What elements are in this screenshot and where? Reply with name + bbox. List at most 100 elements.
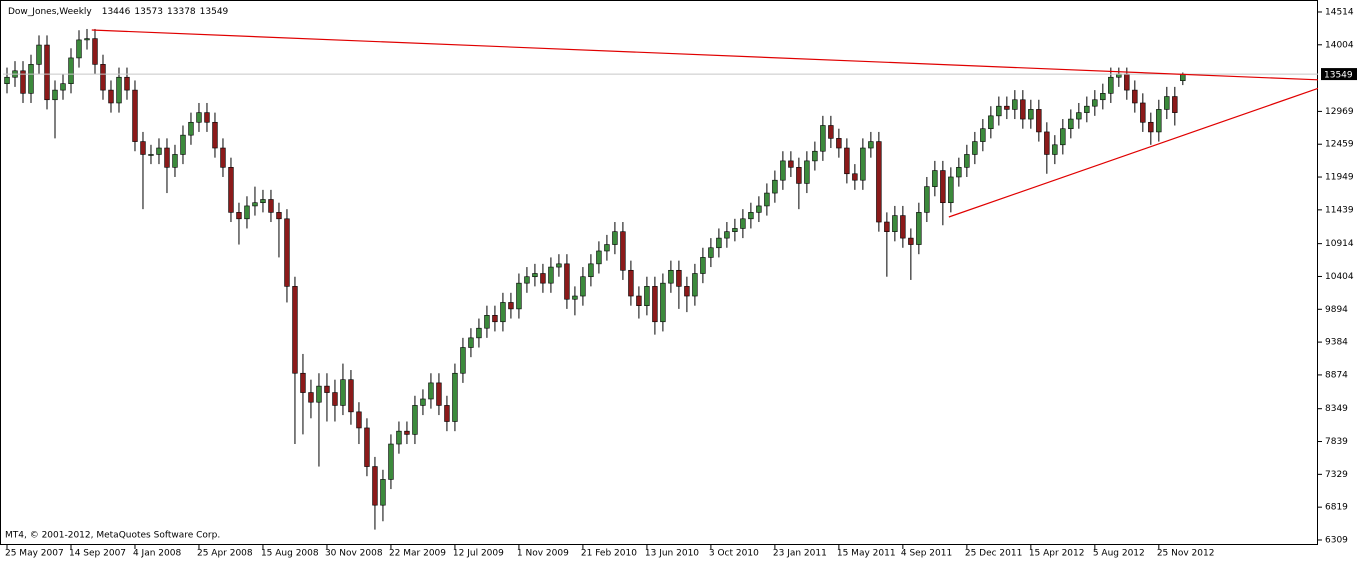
candle-body [84, 38, 90, 41]
candle-body [708, 247, 714, 258]
candle-body [860, 147, 866, 181]
candle-body [324, 385, 330, 393]
candle-body [348, 379, 354, 413]
candle-body [772, 179, 778, 194]
price-tag-label: 13549 [1324, 71, 1353, 81]
candle-body [356, 411, 362, 429]
candle-body [1036, 109, 1042, 133]
candle-body [660, 282, 666, 323]
candle-body [500, 302, 506, 323]
candle-body [244, 205, 250, 220]
candle-body [1148, 121, 1154, 133]
candle-body [588, 263, 594, 278]
candle-body [916, 212, 922, 245]
candle-body [300, 372, 306, 393]
candle-body [996, 105, 1002, 117]
candle-body [132, 89, 138, 142]
candle-body [172, 154, 178, 168]
candle-body [572, 295, 578, 300]
candle-body [868, 141, 874, 149]
candle-body [972, 141, 978, 155]
candle-body [612, 231, 618, 245]
y-tick-label: 8874 [1325, 370, 1348, 380]
y-tick-label: 12969 [1325, 107, 1354, 117]
y-tick-label: 10914 [1325, 239, 1354, 249]
x-tick-label: 21 Feb 2010 [581, 549, 637, 559]
candle-body [932, 170, 938, 187]
candle-body [836, 138, 842, 149]
y-tick-label: 12459 [1325, 140, 1354, 150]
candle-body [844, 147, 850, 175]
candle-body [508, 302, 514, 310]
candle-body [876, 141, 882, 223]
x-tick-label: 25 Apr 2008 [197, 549, 253, 559]
candle-body [908, 237, 914, 245]
candle-body [260, 199, 266, 204]
candle-body [52, 89, 58, 101]
candle-body [428, 382, 434, 400]
candle-body [284, 218, 290, 287]
candle-body [164, 147, 170, 168]
candle-body [756, 205, 762, 213]
x-tick-label: 1 Nov 2009 [517, 549, 569, 559]
candle-body [564, 263, 570, 300]
candle-body [1180, 73, 1186, 82]
candle-body [788, 160, 794, 168]
candle-body [1012, 99, 1018, 110]
candle-body [420, 398, 426, 406]
chart-title: Dow_Jones,Weekly 13446 13573 13378 13549 [8, 7, 229, 17]
x-tick-label: 22 Mar 2009 [389, 549, 446, 559]
candle-body [92, 38, 98, 65]
candle-body [516, 282, 522, 310]
candle-body [892, 215, 898, 232]
candle-body [924, 186, 930, 213]
y-tick-label: 11439 [1325, 205, 1354, 215]
plot-frame [0, 0, 1318, 545]
candle-body [620, 231, 626, 271]
candle-body [1044, 131, 1050, 155]
candle-body [412, 405, 418, 435]
x-tick-label: 3 Oct 2010 [709, 549, 759, 559]
candle-body [1076, 112, 1082, 120]
candle-body [292, 286, 298, 374]
y-tick-label: 7329 [1325, 470, 1348, 480]
x-tick-label: 5 Aug 2012 [1093, 549, 1145, 559]
candle-body [468, 337, 474, 348]
candle-body [180, 134, 186, 155]
candle-body [548, 266, 554, 284]
candle-body [748, 212, 754, 220]
candle-body [476, 327, 482, 339]
candle-body [196, 112, 202, 123]
candle-body [1140, 102, 1146, 123]
x-tick-label: 15 May 2011 [837, 549, 896, 559]
candle-body [148, 154, 154, 156]
candle-body [684, 286, 690, 297]
trendline [948, 87, 1318, 218]
candle-body [964, 154, 970, 168]
candle-body [636, 295, 642, 306]
candle-body [676, 269, 682, 287]
candle-body [956, 167, 962, 178]
candle-body [252, 202, 258, 207]
y-tick-label: 6309 [1325, 535, 1348, 545]
candle-body [460, 347, 466, 374]
candle-body [652, 286, 658, 323]
candle-body [44, 44, 50, 101]
title-high: 13573 [134, 7, 163, 17]
candle-body [852, 173, 858, 181]
candle-body [644, 286, 650, 306]
candle-body [316, 385, 322, 403]
price-tag [1321, 68, 1357, 81]
x-tick-label: 15 Aug 2008 [261, 549, 319, 559]
x-tick-label: 13 Jun 2010 [645, 549, 699, 559]
candle-body [948, 176, 954, 204]
candle-body [1052, 144, 1058, 155]
candle-body [124, 76, 130, 91]
candle-body [492, 315, 498, 323]
y-tick-label: 8349 [1325, 404, 1348, 414]
candle-body [36, 44, 42, 65]
candle-body [1084, 105, 1090, 113]
candle-body [900, 215, 906, 239]
candle-body [388, 443, 394, 480]
title-low: 13378 [167, 7, 196, 17]
